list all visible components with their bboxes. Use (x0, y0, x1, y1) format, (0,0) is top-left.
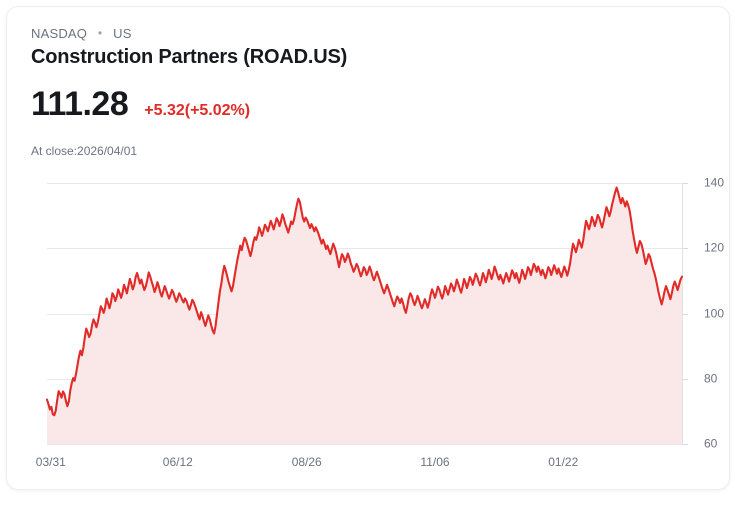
x-axis-tick-label: 01/22 (548, 455, 578, 469)
y-axis-tick-label: 80 (704, 372, 718, 386)
price-chart-svg[interactable]: 140 120 100 80 60 03/31 06/12 08/26 11/06 01/22 (7, 165, 731, 483)
bullet-separator-icon: • (97, 26, 103, 40)
region-label: US (113, 26, 132, 41)
y-axis-tick-label: 100 (704, 307, 724, 321)
series-area-fill (47, 187, 682, 444)
exchange-label: NASDAQ (31, 26, 88, 41)
quote-card: NASDAQ • US Construction Partners (ROAD.… (6, 6, 730, 490)
price-change: +5.32(+5.02%) (144, 102, 251, 119)
y-axis-tick-label: 140 (704, 176, 724, 190)
price-row: 111.28 +5.32(+5.02%) (31, 87, 250, 121)
series-line (45, 186, 684, 417)
header: NASDAQ • US Construction Partners (ROAD.… (31, 25, 705, 69)
market-status: At close:2026/04/01 (31, 144, 138, 158)
y-axis-tick-label: 60 (704, 437, 718, 451)
price-chart[interactable]: 140 120 100 80 60 03/31 06/12 08/26 11/06 01/22 (7, 165, 731, 483)
x-axis-tick-label: 11/06 (420, 455, 449, 469)
page-title: Construction Partners (ROAD.US) (31, 46, 348, 68)
x-axis-tick-label: 03/31 (36, 455, 66, 469)
last-price: 111.28 (31, 85, 129, 123)
exchange-region-row: NASDAQ • US (31, 25, 705, 43)
x-axis-tick-label: 08/26 (292, 455, 322, 469)
x-axis-tick-label: 06/12 (163, 455, 193, 469)
y-axis-tick-label: 120 (704, 241, 724, 255)
